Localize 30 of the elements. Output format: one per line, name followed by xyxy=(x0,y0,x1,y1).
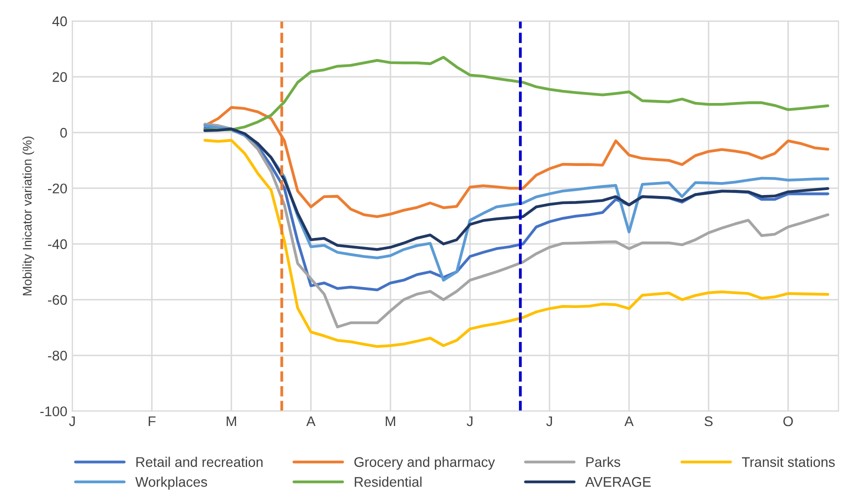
legend-label: Retail and recreation xyxy=(136,456,263,467)
y-tick-label: -40 xyxy=(48,239,67,250)
x-tick-label: A xyxy=(624,416,634,426)
legend-label: Workplaces xyxy=(135,476,208,490)
y-tick-label: 0 xyxy=(60,128,67,138)
x-tick-label: M xyxy=(226,416,236,426)
x-tick-label: J xyxy=(546,416,552,426)
y-tick-label: 20 xyxy=(52,72,67,82)
legend-label: Residential xyxy=(354,476,422,487)
y-tick-label: 40 xyxy=(52,16,67,26)
line-series xyxy=(203,127,830,251)
line-series xyxy=(203,138,830,348)
x-tick-label: O xyxy=(783,416,793,426)
legend-label: Grocery and pharmacy xyxy=(354,456,495,470)
y-tick-label: -60 xyxy=(48,295,67,305)
x-tick-label: J xyxy=(69,416,75,426)
legend-label: Transit stations xyxy=(742,456,835,467)
x-tick-label: S xyxy=(704,416,713,426)
y-tick-label: -20 xyxy=(48,184,67,194)
x-tick-label: M xyxy=(386,416,396,426)
line-series xyxy=(203,122,830,328)
x-tick-label: F xyxy=(148,416,156,426)
legend-label: Parks xyxy=(586,456,620,467)
x-tick-label: J xyxy=(466,416,472,426)
line-series xyxy=(203,56,830,132)
legend-label: AVERAGE xyxy=(585,477,651,487)
y-tick-label: -80 xyxy=(48,350,67,361)
y-axis-title: Mobility Inicator variation (%) xyxy=(22,136,34,296)
x-tick-label: A xyxy=(306,416,316,426)
y-tick-label: -100 xyxy=(40,406,67,416)
